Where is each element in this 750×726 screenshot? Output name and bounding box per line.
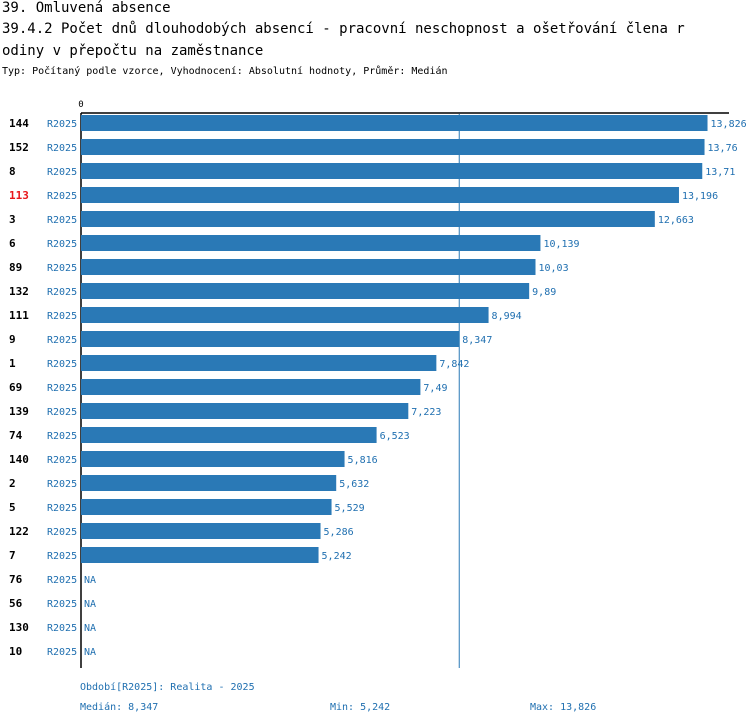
category-label: 152 [9, 141, 29, 154]
data-bar [81, 427, 377, 443]
series-label: R2025 [47, 263, 77, 274]
data-bar [81, 355, 437, 371]
data-bar [81, 547, 319, 563]
series-label: R2025 [47, 407, 77, 418]
chart-title-line-1: 39.4.2 Počet dnů dlouhodobých absencí - … [2, 21, 685, 37]
series-label: R2025 [47, 575, 77, 586]
category-label: 10 [9, 645, 22, 658]
data-value-label: 13,196 [682, 191, 718, 202]
category-label: 144 [9, 117, 29, 130]
series-label: R2025 [47, 647, 77, 658]
data-value-label: 6,523 [380, 431, 410, 442]
data-value-label: 7,49 [423, 383, 447, 394]
data-bar [81, 163, 703, 179]
category-label: 76 [9, 573, 23, 586]
data-value-label: 10,139 [543, 239, 579, 250]
chart-subtitle: Typ: Počítaný podle vzorce, Vyhodnocení:… [2, 66, 448, 77]
data-value-label: 5,529 [335, 503, 365, 514]
data-value-label: 7,842 [439, 359, 469, 370]
series-label: R2025 [47, 287, 77, 298]
series-label: R2025 [47, 455, 77, 466]
category-label: 111 [9, 309, 29, 322]
category-label: 56 [9, 597, 23, 610]
category-label: 89 [9, 261, 22, 274]
series-label: R2025 [47, 383, 77, 394]
section-title: 39. Omluvená absence [2, 0, 171, 16]
category-label: 9 [9, 333, 16, 346]
category-label: 132 [9, 285, 29, 298]
category-label: 2 [9, 477, 16, 490]
data-bar [81, 115, 708, 131]
data-value-label: 5,816 [348, 455, 378, 466]
data-value-label: 10,03 [539, 263, 569, 274]
footer-median: Medián: 8,347 [80, 702, 159, 713]
data-value-label: 13,76 [708, 143, 738, 154]
data-bar [81, 331, 460, 347]
data-value-label: 13,71 [705, 167, 735, 178]
category-label: 139 [9, 405, 29, 418]
data-value-label: 7,223 [411, 407, 441, 418]
series-label: R2025 [47, 431, 77, 442]
series-label: R2025 [47, 191, 77, 202]
data-bar [81, 379, 421, 395]
footer-period: Období[R2025]: Realita - 2025 [80, 682, 255, 693]
data-bar [81, 475, 337, 491]
data-bar [81, 187, 679, 203]
data-value-label: NA [84, 599, 96, 610]
data-value-label: 8,994 [492, 311, 522, 322]
data-value-label: 8,347 [462, 335, 492, 346]
axis-zero-tick-label: 0 [78, 100, 83, 110]
data-bar [81, 523, 321, 539]
data-value-label: 12,663 [658, 215, 694, 226]
category-label: 8 [9, 165, 16, 178]
category-label: 130 [9, 621, 29, 634]
series-label: R2025 [47, 623, 77, 634]
data-value-label: 5,242 [322, 551, 352, 562]
series-label: R2025 [47, 479, 77, 490]
series-label: R2025 [47, 599, 77, 610]
series-label: R2025 [47, 119, 77, 130]
category-label: 5 [9, 501, 16, 514]
data-bar [81, 499, 332, 515]
data-value-label: 13,826 [711, 119, 747, 130]
data-bar [81, 259, 536, 275]
data-bar [81, 451, 345, 467]
category-label: 1 [9, 357, 16, 370]
data-value-label: NA [84, 647, 96, 658]
series-label: R2025 [47, 215, 77, 226]
data-value-label: 9,89 [532, 287, 556, 298]
series-label: R2025 [47, 551, 77, 562]
data-bar [81, 211, 655, 227]
series-label: R2025 [47, 503, 77, 514]
category-label: 113 [9, 189, 29, 202]
series-label: R2025 [47, 335, 77, 346]
category-label: 122 [9, 525, 29, 538]
data-bar [81, 283, 530, 299]
chart-title-line-2: odiny v přepočtu na zaměstnance [2, 43, 264, 59]
data-bar [81, 139, 705, 155]
series-label: R2025 [47, 239, 77, 250]
series-label: R2025 [47, 143, 77, 154]
series-label: R2025 [47, 527, 77, 538]
category-label: 74 [9, 429, 23, 442]
series-label: R2025 [47, 167, 77, 178]
data-value-label: NA [84, 623, 96, 634]
data-bar [81, 235, 541, 251]
category-label: 3 [9, 213, 16, 226]
category-label: 7 [9, 549, 16, 562]
data-bar [81, 403, 409, 419]
data-bar [81, 307, 489, 323]
category-label: 69 [9, 381, 22, 394]
data-value-label: NA [84, 575, 96, 586]
category-label: 6 [9, 237, 16, 250]
series-label: R2025 [47, 359, 77, 370]
data-value-label: 5,286 [324, 527, 354, 538]
footer-max: Max: 13,826 [530, 702, 597, 713]
data-value-label: 5,632 [339, 479, 369, 490]
series-label: R2025 [47, 311, 77, 322]
footer-min: Min: 5,242 [330, 702, 391, 713]
category-label: 140 [9, 453, 29, 466]
